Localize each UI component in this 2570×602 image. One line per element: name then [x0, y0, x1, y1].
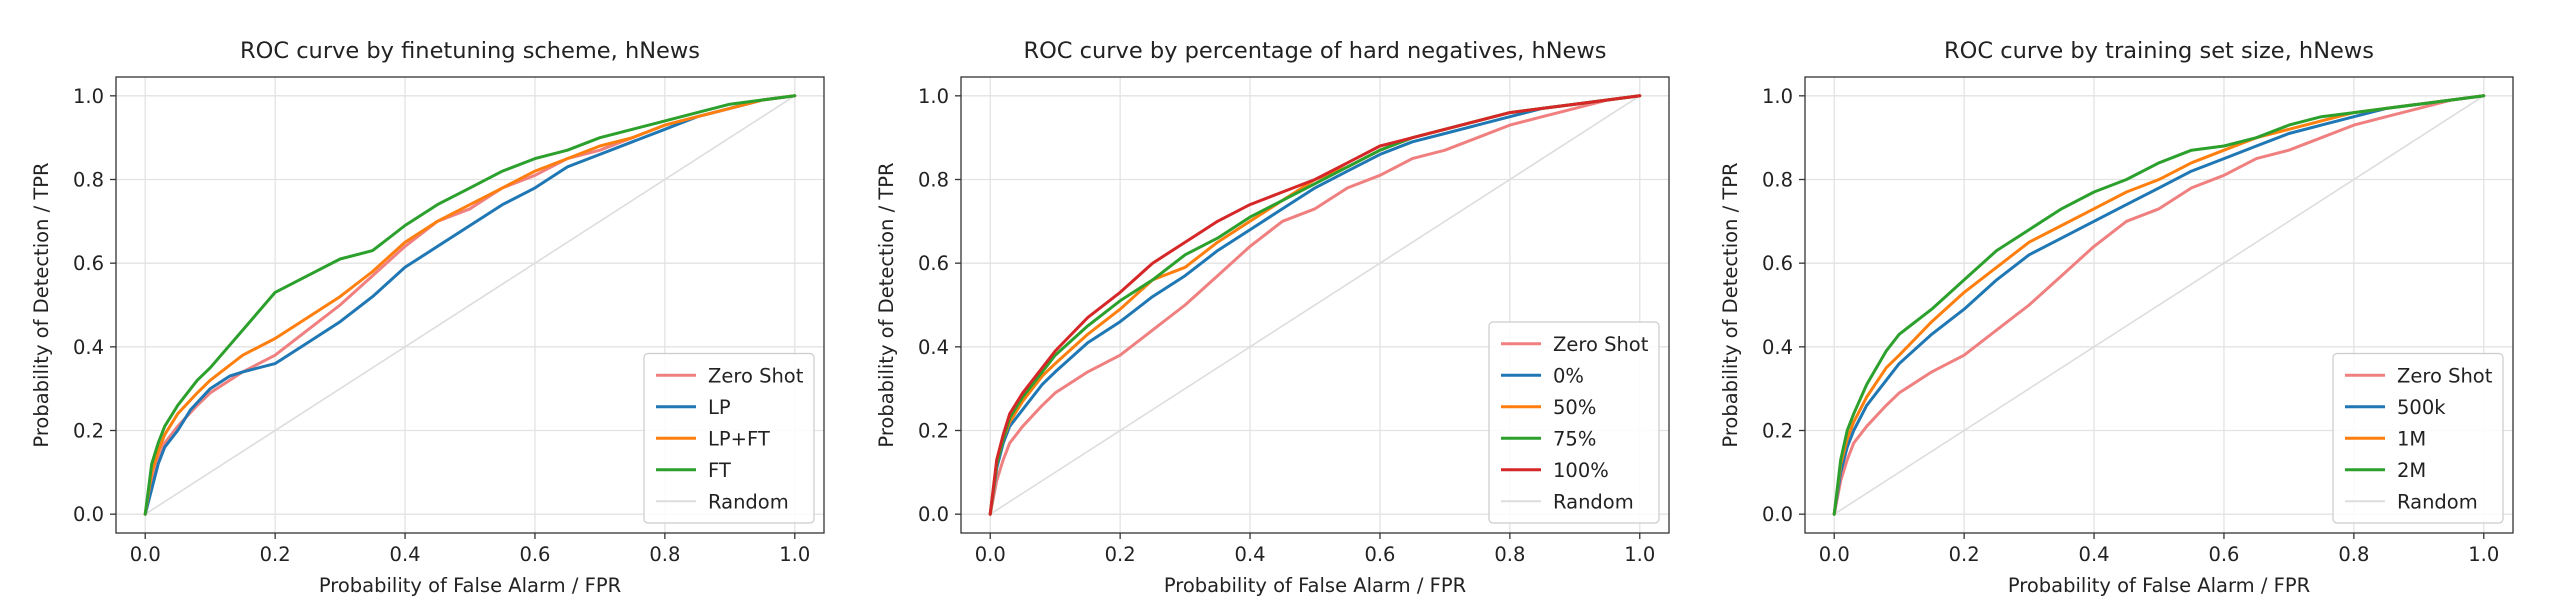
y-tick-label: 0.2 [73, 420, 104, 443]
chart-panel-2: 0.0 0.2 0.4 0.6 0.8 1.0 0.0 0.2 0.4 0.6 0.8 1.0 ROC … [875, 38, 1670, 597]
legend-label: Random [708, 490, 789, 513]
x-tick-label: 1.0 [779, 543, 810, 566]
y-tick-label: 0.0 [1762, 503, 1793, 526]
y-tick-label: 0.8 [73, 168, 104, 191]
x-tick-label: 0.8 [1494, 543, 1525, 566]
series-line-zero-shot [1832, 94, 2486, 516]
legend: Zero Shot LP LP+FT FT Random [643, 352, 815, 524]
y-tick-label: 0.4 [73, 336, 104, 359]
x-tick-label: 0.0 [975, 543, 1006, 566]
y-tick-label: 1.0 [73, 85, 104, 108]
legend-label: 75% [1553, 427, 1596, 450]
y-axis-label: Probability of Detection / TPR [1719, 162, 1742, 447]
legend-box [2332, 352, 2504, 524]
y-tick-label: 0.0 [918, 503, 949, 526]
x-tick-label: 0.0 [130, 543, 161, 566]
y-axis-label: Probability of Detection / TPR [30, 162, 53, 447]
x-tick-label: 0.2 [260, 543, 291, 566]
series-line-lp-ft [143, 94, 797, 516]
series-line-2m [1832, 94, 2486, 516]
y-tick-label: 0.2 [1762, 420, 1793, 443]
y-tick-label: 0.6 [73, 252, 104, 275]
legend-label: 1M [2397, 427, 2426, 450]
legend-label: 100% [1553, 459, 1609, 482]
series-line-lp [143, 94, 797, 516]
x-axis-label: Probability of False Alarm / FPR [319, 574, 621, 597]
y-tick-label: 0.8 [918, 168, 949, 191]
axes-frame [115, 76, 825, 534]
y-tick-label: 0.0 [73, 503, 104, 526]
legend-label: 50% [1553, 396, 1596, 419]
legend-label: Zero Shot [1553, 333, 1649, 356]
legend-label: 2M [2397, 459, 2426, 482]
y-tick-label: 0.6 [918, 252, 949, 275]
legend-label: 500k [2397, 396, 2446, 419]
x-tick-label: 1.0 [2468, 543, 2499, 566]
y-tick-label: 0.4 [918, 336, 949, 359]
x-tick-label: 0.4 [2079, 543, 2110, 566]
series-line-0pct [988, 94, 1642, 516]
axes-frame [1804, 76, 2514, 534]
y-tick-label: 0.2 [918, 420, 949, 443]
x-tick-label: 0.2 [1949, 543, 1980, 566]
legend-label: Zero Shot [2397, 364, 2493, 387]
y-tick-label: 0.8 [1762, 168, 1793, 191]
legend-box [1488, 321, 1660, 524]
chart-title: ROC curve by finetuning scheme, hNews [240, 38, 700, 64]
x-tick-label: 0.6 [519, 543, 550, 566]
x-tick-label: 0.8 [649, 543, 680, 566]
x-tick-label: 0.4 [390, 543, 421, 566]
series-line-random [1833, 95, 2485, 516]
x-axis-label: Probability of False Alarm / FPR [1164, 574, 1466, 597]
series-line-zero-shot [988, 94, 1642, 516]
legend-label: LP+FT [708, 427, 770, 450]
x-axis-label: Probability of False Alarm / FPR [2008, 574, 2310, 597]
x-tick-label: 1.0 [1624, 543, 1655, 566]
legend-label: Random [1553, 490, 1634, 513]
axes-frame [960, 76, 1670, 534]
series-line-100pct [988, 94, 1642, 516]
legend-label: FT [708, 459, 731, 482]
x-tick-label: 0.2 [1105, 543, 1136, 566]
y-tick-label: 0.4 [1762, 336, 1793, 359]
series-line-random [989, 95, 1641, 516]
series-line-ft [143, 94, 797, 516]
y-tick-label: 1.0 [918, 85, 949, 108]
y-axis-label: Probability of Detection / TPR [875, 162, 898, 447]
chart-panel-3: 0.0 0.2 0.4 0.6 0.8 1.0 0.0 0.2 0.4 0.6 0.8 1.0 ROC … [1719, 38, 2514, 597]
chart-title: ROC curve by training set size, hNews [1944, 38, 2374, 64]
legend: Zero Shot 500k 1M 2M Random [2332, 352, 2504, 524]
x-tick-label: 0.6 [1364, 543, 1395, 566]
legend-label: Zero Shot [708, 364, 804, 387]
legend-label: Random [2397, 490, 2478, 513]
legend-label: 0% [1553, 364, 1584, 387]
x-tick-label: 0.0 [1819, 543, 1850, 566]
chart-title: ROC curve by percentage of hard negative… [1023, 38, 1606, 64]
x-tick-label: 0.4 [1235, 543, 1266, 566]
chart-panel-1: 0.0 0.2 0.4 0.6 0.8 1.0 0.0 0.2 0.4 0.6 0.8 1.0 ROC … [30, 38, 825, 597]
series-line-random [144, 95, 796, 516]
legend-label: LP [708, 396, 731, 419]
y-tick-label: 1.0 [1762, 85, 1793, 108]
x-tick-label: 0.8 [2338, 543, 2369, 566]
y-tick-label: 0.6 [1762, 252, 1793, 275]
legend: Zero Shot 0% 50% 75% 100% Random [1488, 321, 1660, 524]
series-line-500k [1832, 94, 2486, 516]
x-tick-label: 0.6 [2208, 543, 2239, 566]
legend-box [643, 352, 815, 524]
